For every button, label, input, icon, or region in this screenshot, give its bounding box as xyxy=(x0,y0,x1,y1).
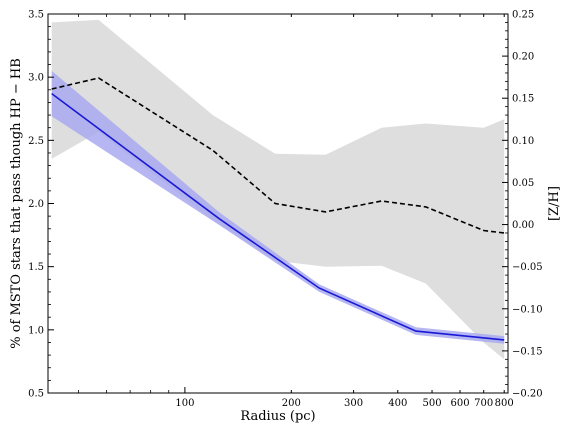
y2-tick-label: −0.20 xyxy=(512,389,543,400)
y2-tick-label: 0.25 xyxy=(512,10,534,21)
x-tick-label: 500 xyxy=(422,398,441,409)
x-tick-label: 100 xyxy=(175,398,194,409)
y2-tick-label: 0.10 xyxy=(512,136,534,147)
plot-area xyxy=(51,19,505,360)
y-tick-label: 1.5 xyxy=(28,262,44,273)
x-tick-label: 300 xyxy=(344,398,363,409)
y-tick-label: 3.5 xyxy=(28,10,44,21)
y2-axis-label: [Z/H] xyxy=(547,186,562,221)
x-tick-label: 800 xyxy=(495,398,514,409)
y2-tick-label: −0.10 xyxy=(512,304,543,315)
y2-tick-label: −0.05 xyxy=(512,262,543,273)
y2-tick-label: 0.00 xyxy=(512,220,534,231)
y2-tick-label: −0.15 xyxy=(512,346,543,357)
x-tick-label: 200 xyxy=(282,398,301,409)
y-tick-label: 2.0 xyxy=(28,199,44,210)
y-tick-label: 2.5 xyxy=(28,136,44,147)
y2-tick-label: 0.15 xyxy=(512,94,534,105)
zh-dashed-line xyxy=(51,77,505,234)
y-tick-label: 1.0 xyxy=(28,325,44,336)
y2-tick-label: 0.20 xyxy=(512,52,534,63)
zh-uncertainty-band xyxy=(51,19,505,360)
x-tick-label: 600 xyxy=(450,398,469,409)
y-tick-label: 3.0 xyxy=(28,73,44,84)
x-tick-label: 700 xyxy=(474,398,493,409)
x-axis-label: Radius (pc) xyxy=(240,409,315,424)
y-tick-label: 0.5 xyxy=(28,389,44,400)
x-tick-label: 400 xyxy=(388,398,407,409)
percentage-line xyxy=(51,92,505,341)
y2-tick-label: 0.05 xyxy=(512,178,534,189)
y-axis-label: % of MSTO stars that pass though HP − HB xyxy=(9,58,24,349)
axes: 0.5 1.0 1.5 2.0 2.5 3.0 3.5 −0.20 −0.15 −0.10 −0.0… xyxy=(28,10,543,410)
